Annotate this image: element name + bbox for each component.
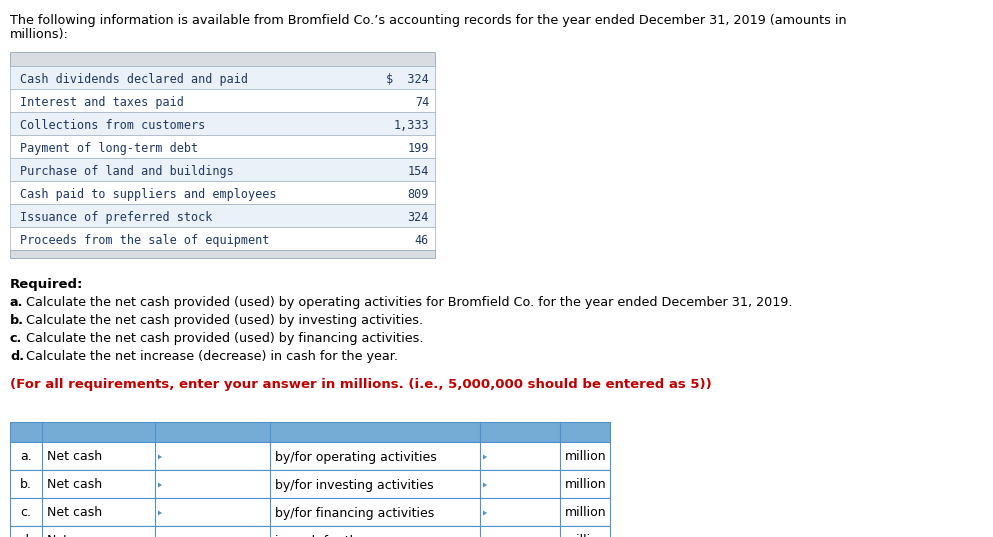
Bar	[10, 227, 435, 250]
Polygon shape	[158, 511, 162, 516]
Bar	[10, 204, 435, 227]
Bar	[10, 66, 435, 89]
Text: d.: d.	[20, 534, 32, 537]
Text: d.: d.	[10, 350, 24, 363]
Text: 1,333: 1,333	[393, 119, 429, 132]
Text: Required:: Required:	[10, 278, 83, 291]
Bar	[10, 470, 610, 498]
Text: by/for operating activities: by/for operating activities	[275, 451, 437, 463]
Text: (For all requirements, enter your answer in millions. (i.e., 5,000,000 should be: (For all requirements, enter your answer…	[10, 378, 712, 391]
Text: Purchase of land and buildings: Purchase of land and buildings	[20, 165, 233, 178]
Text: in cash for the year: in cash for the year	[275, 534, 397, 537]
Text: Cash dividends declared and paid: Cash dividends declared and paid	[20, 73, 248, 86]
Bar	[10, 52, 435, 66]
Bar	[10, 158, 435, 181]
Text: c.: c.	[10, 332, 22, 345]
Text: Cash paid to suppliers and employees: Cash paid to suppliers and employees	[20, 188, 276, 201]
Text: million: million	[565, 506, 607, 519]
Text: Net cash: Net cash	[47, 478, 102, 491]
Bar	[10, 250, 435, 258]
Text: Net cash: Net cash	[47, 451, 102, 463]
Text: Net: Net	[47, 534, 69, 537]
Bar	[10, 89, 435, 112]
Bar	[10, 442, 610, 470]
Text: Calculate the net cash provided (used) by operating activities for Bromfield Co.: Calculate the net cash provided (used) b…	[22, 296, 792, 309]
Text: Net cash: Net cash	[47, 506, 102, 519]
Text: million: million	[565, 478, 607, 491]
Text: 809: 809	[407, 188, 429, 201]
Text: $  324: $ 324	[386, 73, 429, 86]
Bar	[10, 181, 435, 204]
Text: by/for investing activities: by/for investing activities	[275, 478, 434, 491]
Text: c.: c.	[21, 506, 32, 519]
Polygon shape	[158, 454, 162, 460]
Text: 199: 199	[407, 142, 429, 155]
Text: b.: b.	[20, 478, 32, 491]
Text: Issuance of preferred stock: Issuance of preferred stock	[20, 211, 213, 224]
Text: by/for financing activities: by/for financing activities	[275, 506, 434, 519]
Text: Calculate the net increase (decrease) in cash for the year.: Calculate the net increase (decrease) in…	[22, 350, 398, 363]
Bar	[10, 498, 610, 526]
Bar	[10, 422, 610, 442]
Text: 74: 74	[415, 96, 429, 109]
Text: 154: 154	[407, 165, 429, 178]
Text: b.: b.	[10, 314, 24, 327]
Polygon shape	[483, 483, 487, 488]
Text: 324: 324	[407, 211, 429, 224]
Polygon shape	[158, 483, 162, 488]
Bar	[10, 526, 610, 537]
Text: Interest and taxes paid: Interest and taxes paid	[20, 96, 184, 109]
Text: Collections from customers: Collections from customers	[20, 119, 206, 132]
Text: 46: 46	[415, 234, 429, 247]
Bar	[10, 135, 435, 158]
Text: The following information is available from Bromfield Co.’s accounting records f: The following information is available f…	[10, 14, 847, 27]
Text: a.: a.	[20, 451, 32, 463]
Text: Payment of long-term debt: Payment of long-term debt	[20, 142, 199, 155]
Bar	[10, 112, 435, 135]
Text: Calculate the net cash provided (used) by financing activities.: Calculate the net cash provided (used) b…	[22, 332, 423, 345]
Polygon shape	[483, 454, 487, 460]
Polygon shape	[483, 511, 487, 516]
Text: a.: a.	[10, 296, 24, 309]
Text: millions):: millions):	[10, 28, 69, 41]
Text: million: million	[565, 451, 607, 463]
Text: million: million	[565, 534, 607, 537]
Text: Calculate the net cash provided (used) by investing activities.: Calculate the net cash provided (used) b…	[22, 314, 423, 327]
Text: Proceeds from the sale of equipment: Proceeds from the sale of equipment	[20, 234, 269, 247]
